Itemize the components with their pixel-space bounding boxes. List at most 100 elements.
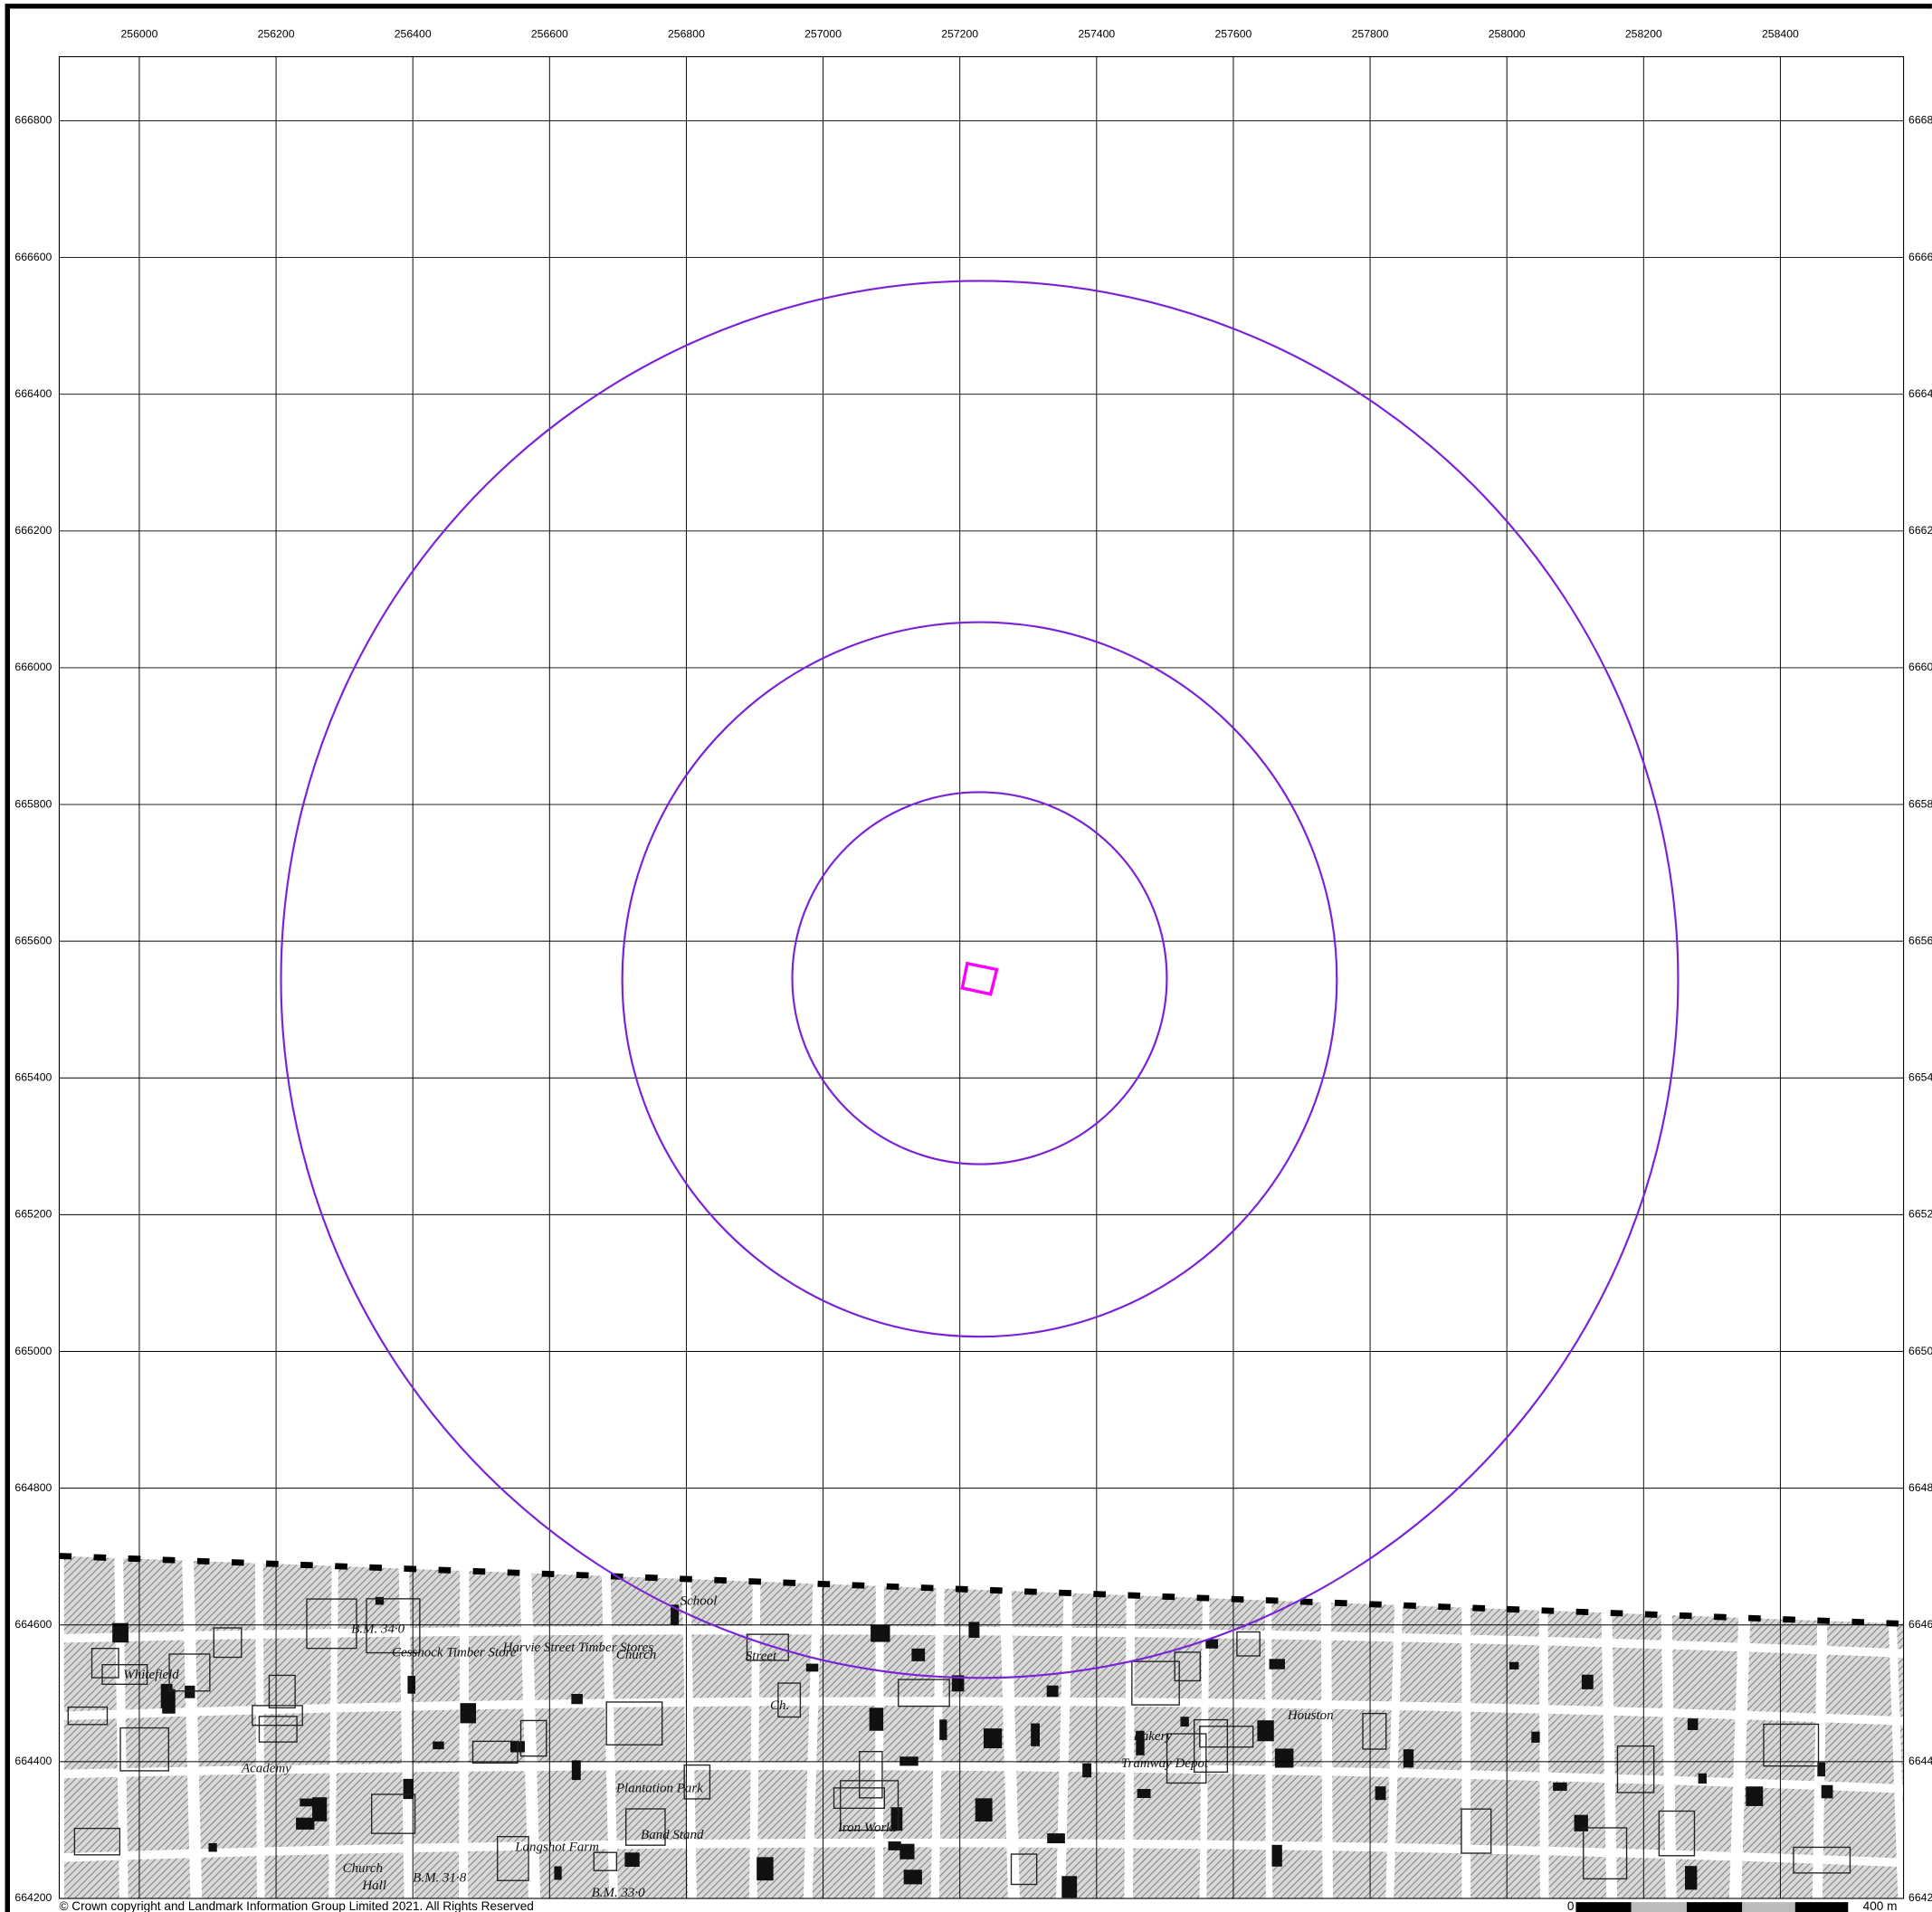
northing-label: 665000: [14, 1345, 52, 1357]
building: [208, 1843, 216, 1851]
building: [870, 1707, 884, 1730]
easting-label: 257000: [804, 27, 842, 40]
northing-label: 666400: [14, 387, 52, 400]
scale-segment: [1795, 1902, 1849, 1912]
building: [1688, 1718, 1699, 1730]
copyright: © Crown copyright and Landmark Informati…: [59, 1899, 533, 1912]
place-label: School: [680, 1593, 718, 1608]
building: [939, 1719, 947, 1740]
easting-label: 257200: [941, 27, 978, 40]
building: [806, 1664, 818, 1672]
building: [624, 1852, 639, 1867]
building: [407, 1676, 415, 1694]
street: [1326, 1603, 1328, 1898]
northing-label-right: 666600: [1908, 251, 1932, 263]
building: [1137, 1789, 1151, 1798]
building: [112, 1623, 128, 1642]
northing-label-right: 664200: [1908, 1891, 1932, 1904]
building: [1082, 1764, 1091, 1778]
building: [572, 1760, 581, 1780]
northing-label-right: 666800: [1908, 114, 1932, 127]
map-view: School Church Harvie Street Timber StoresC…: [0, 0, 1932, 1912]
building: [984, 1728, 1002, 1748]
northing-label-right: 665800: [1908, 797, 1932, 810]
building: [1270, 1659, 1285, 1669]
place-label: Plantation Park: [615, 1781, 703, 1795]
building: [554, 1866, 561, 1879]
building: [1047, 1833, 1065, 1843]
building: [1375, 1786, 1386, 1800]
building: [871, 1625, 890, 1642]
place-label: Academy: [241, 1762, 291, 1776]
place-label: Tramway Depot: [1121, 1756, 1209, 1771]
place-label: Harvie Street Timber Stores: [502, 1641, 654, 1655]
scale-segment: [1742, 1902, 1795, 1912]
building: [571, 1694, 583, 1704]
northing-label-right: 665000: [1908, 1345, 1932, 1357]
building: [1575, 1815, 1588, 1831]
street: [1544, 1611, 1545, 1898]
building: [1061, 1876, 1077, 1898]
place-label: Bakery: [1134, 1729, 1173, 1744]
place-label: Hall: [361, 1879, 386, 1893]
building: [1180, 1717, 1188, 1727]
easting-label: 256400: [395, 27, 432, 40]
place-label: Iron Works: [837, 1821, 898, 1835]
easting-label: 257600: [1214, 27, 1252, 40]
northing-label: 664600: [14, 1618, 52, 1631]
building: [1699, 1774, 1707, 1784]
building: [1685, 1866, 1697, 1889]
northing-label: 665400: [14, 1071, 52, 1084]
place-label: Church: [343, 1861, 383, 1876]
place-label: B.M. 34·0: [351, 1622, 405, 1637]
northing-label: 666000: [14, 661, 52, 673]
northing-label: 664800: [14, 1481, 52, 1494]
northing-label-right: 666000: [1908, 661, 1932, 673]
building: [1272, 1845, 1282, 1867]
street: [1268, 1601, 1269, 1898]
easting-label: 256000: [121, 27, 158, 40]
building: [1531, 1732, 1539, 1743]
building: [904, 1869, 922, 1884]
scale-segment: [1687, 1902, 1742, 1912]
easting-label: 256800: [668, 27, 705, 40]
building: [1275, 1748, 1294, 1767]
place-label: Langshot Farm: [514, 1841, 599, 1855]
easting-label: 258000: [1489, 27, 1526, 40]
northing-label-right: 665600: [1908, 934, 1932, 946]
page: School Church Harvie Street Timber StoresC…: [0, 0, 1932, 1912]
northing-label: 665200: [14, 1208, 52, 1221]
northing-label: 664400: [14, 1755, 52, 1767]
northing-label-right: 665200: [1908, 1208, 1932, 1221]
easting-label: 258200: [1625, 27, 1662, 40]
building: [1582, 1675, 1594, 1689]
scale-start: 0: [1567, 1899, 1575, 1912]
building: [899, 1844, 914, 1860]
building: [1746, 1786, 1763, 1806]
northing-label-right: 664400: [1908, 1755, 1932, 1767]
building: [889, 1841, 901, 1850]
building: [461, 1703, 477, 1723]
building: [433, 1742, 443, 1750]
building: [1031, 1724, 1040, 1746]
northing-label-right: 664800: [1908, 1481, 1932, 1494]
building: [1047, 1686, 1059, 1698]
building: [185, 1686, 195, 1698]
place-label: Houston: [1287, 1708, 1334, 1723]
building: [404, 1779, 414, 1799]
building: [1257, 1720, 1273, 1741]
scale-end: 400 m: [1863, 1899, 1898, 1912]
easting-label: 256200: [258, 27, 295, 40]
scale-segment: [1575, 1902, 1631, 1912]
northing-label-right: 666200: [1908, 524, 1932, 537]
building: [968, 1622, 979, 1637]
easting-label: 257400: [1078, 27, 1115, 40]
easting-label: 257800: [1352, 27, 1389, 40]
northing-label-right: 665400: [1908, 1071, 1932, 1084]
northing-label: 664200: [14, 1891, 52, 1904]
northing-label-right: 664600: [1908, 1618, 1932, 1631]
building: [976, 1798, 993, 1822]
easting-label: 256600: [531, 27, 568, 40]
place-label: Cessnock Timber Store: [392, 1646, 517, 1660]
place-label: B.M. 31·8: [413, 1871, 467, 1886]
